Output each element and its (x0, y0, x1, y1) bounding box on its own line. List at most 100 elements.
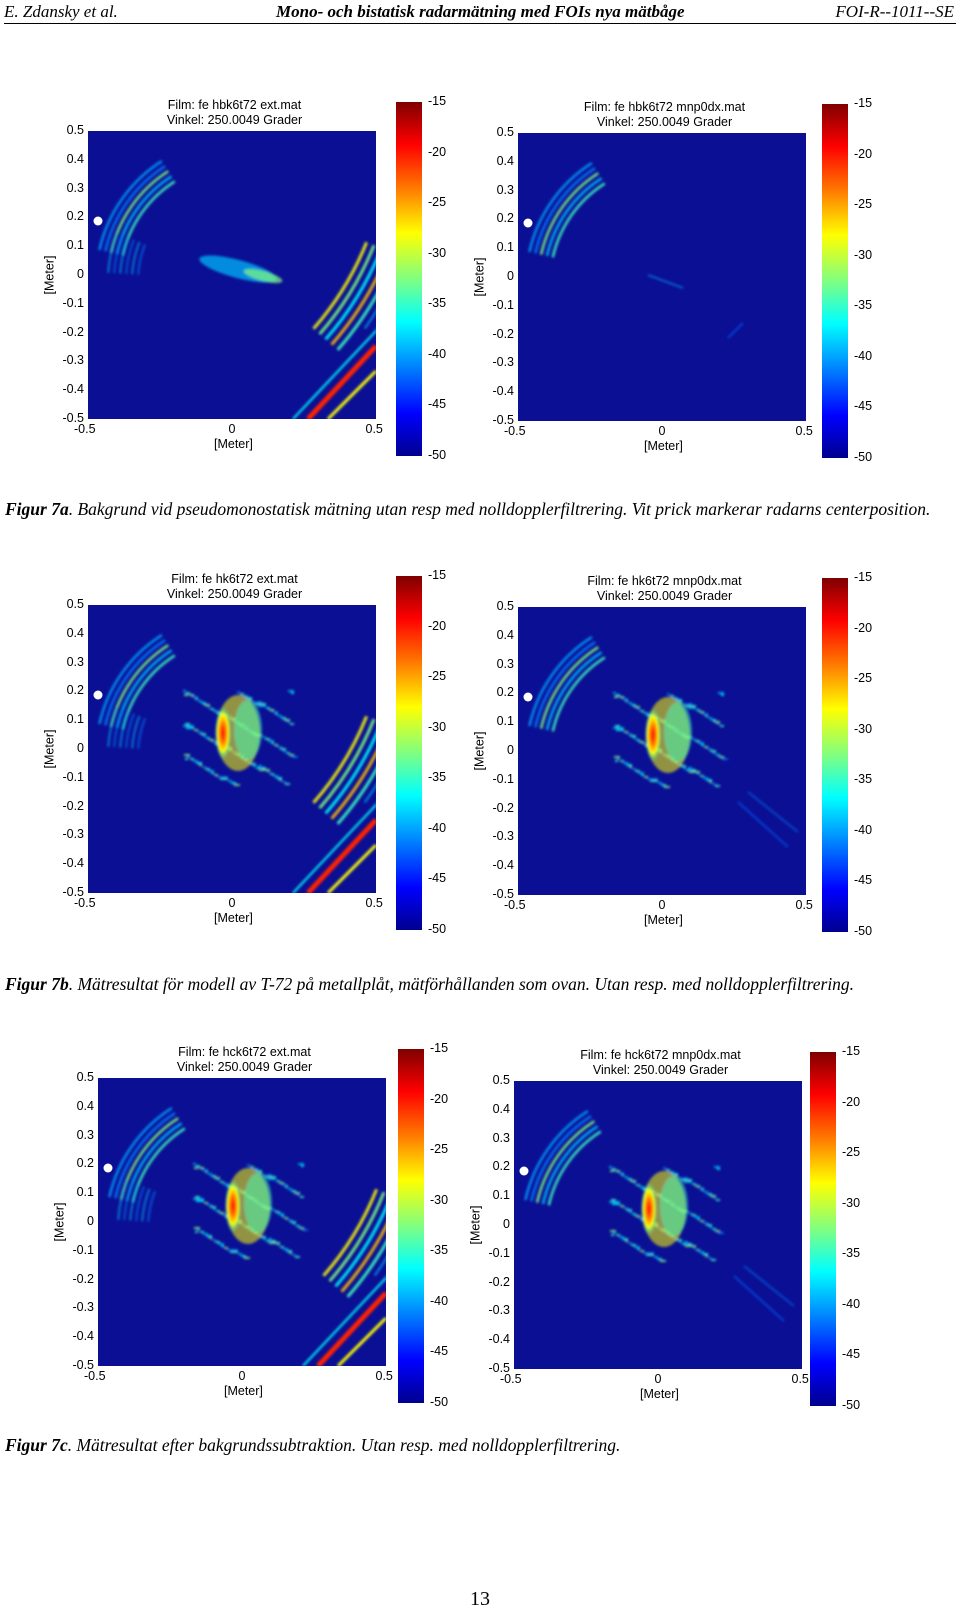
y-tick-label: -0.5 (62, 885, 84, 899)
y-tick-label: 0.1 (76, 1185, 94, 1200)
x-tick-label: 0.5 (795, 898, 813, 912)
caption-7a-text: . Bakgrund vid pseudomonostatisk mätning… (68, 499, 931, 519)
colorbar-tick-label: -30 (428, 245, 447, 260)
radar-image-3 (523, 636, 799, 848)
y-tick-label: 0.4 (66, 625, 84, 640)
y-tick-label: -0.1 (72, 1242, 94, 1257)
figure-file-name: Film: fe hk6t72 ext.mat (171, 572, 298, 586)
plot-area (514, 1081, 802, 1369)
y-tick-label: 0.2 (66, 209, 84, 224)
colorbar-tick-label: -45 (428, 397, 447, 412)
y-tick-label: 0.4 (66, 151, 84, 166)
radar-center-marker (93, 690, 103, 700)
y-tick-label: 0.1 (496, 714, 514, 729)
y-axis-label: [Meter] (472, 257, 487, 297)
colorbar-tick-label: -30 (842, 1195, 861, 1210)
figure-file-name: Film: fe hbk6t72 ext.mat (167, 98, 302, 112)
y-tick-label: 0.3 (496, 182, 514, 197)
figure-angle: Vinkel: 250.0049 Grader (176, 1060, 313, 1074)
x-axis-label: [Meter] (214, 437, 253, 451)
colorbar-tick-label: -45 (428, 871, 447, 886)
x-tick-label: 0.5 (795, 424, 813, 438)
y-axis-label: [Meter] (42, 255, 57, 295)
colorbar-tick-label: -45 (842, 1347, 861, 1362)
header-title: Mono- och bistatisk radarmätning med FOI… (276, 2, 685, 21)
caption-7c: Figur 7c. Mätresultat efter bakgrundssub… (5, 1433, 945, 1457)
colorbar-3: -15 -20 -25 -30 -35 -40 -45 -50 (396, 568, 482, 942)
y-tick-label: -0.1 (62, 295, 84, 310)
y-tick-label: -0.3 (72, 1300, 94, 1315)
figure-title: Film: fe hbk6t72 mnp0dx.mat Vinkel: 250.0… (482, 100, 837, 130)
y-tick-label: 0.1 (66, 238, 84, 253)
caption-7b-label: Figur 7b (5, 974, 69, 994)
radar-center-marker (523, 692, 533, 702)
x-tick-label: 0 (238, 1369, 246, 1383)
y-tick-label: 0.5 (492, 1073, 510, 1087)
page-number: 13 (470, 1588, 490, 1610)
y-tick-label: 0.2 (496, 685, 514, 700)
caption-7a: Figur 7a. Bakgrund vid pseudomonostatisk… (5, 497, 945, 521)
radar-image-5 (519, 1110, 795, 1322)
colorbar-tick-label: -25 (842, 1145, 861, 1160)
y-tick-label: -0.3 (488, 1303, 510, 1318)
y-axis-label: [Meter] (468, 1205, 483, 1245)
x-tick-label: 0 (658, 898, 666, 912)
y-tick-label: 0.4 (496, 153, 514, 168)
colorbar-tick-label: -25 (428, 669, 447, 684)
radar-figure-1: Film: fe hbk6t72 ext.mat Vinkel: 250.0049… (42, 98, 397, 468)
y-tick-label: -0.2 (62, 324, 84, 339)
colorbar-tick-label: -40 (854, 348, 873, 363)
x-axis-label: [Meter] (644, 913, 683, 927)
x-tick-label: 0.5 (365, 896, 383, 910)
y-tick-label: 0.4 (496, 627, 514, 642)
y-tick-label: -0.3 (62, 827, 84, 842)
x-axis-label: [Meter] (214, 911, 253, 925)
y-tick-label: -0.3 (492, 355, 514, 370)
y-tick-label: -0.2 (62, 798, 84, 813)
figure-title: Film: fe hck6t72 mnp0dx.mat Vinkel: 250.0… (478, 1048, 833, 1078)
colorbar-tick-label: -35 (854, 772, 873, 787)
colorbar-tick-label: -50 (854, 924, 873, 938)
colorbar-tick-label: -15 (842, 1044, 861, 1058)
y-tick-label: -0.4 (62, 856, 84, 871)
colorbar-tick-label: -25 (854, 197, 873, 212)
caption-7b-text: . Mätresultat för modell av T-72 på meta… (68, 974, 855, 994)
colorbar-tick-label: -40 (428, 346, 447, 361)
plot-area (518, 133, 806, 421)
radar-figure-6: Film: fe hck6t72 mnp0dx.mat Vinkel: 250.0… (468, 1048, 823, 1418)
colorbar-gradient (396, 576, 422, 930)
y-tick-label: -0.5 (488, 1361, 510, 1375)
colorbar-tick-label: -35 (854, 298, 873, 313)
y-tick-label: 0.3 (66, 180, 84, 195)
y-tick-label: -0.2 (492, 326, 514, 341)
x-tick-label: 0 (228, 422, 236, 436)
x-axis-label: [Meter] (224, 1384, 263, 1398)
plot-area (88, 131, 376, 419)
colorbar-tick-label: -35 (428, 770, 447, 785)
colorbar-tick-label: -15 (428, 568, 447, 582)
colorbar-tick-label: -25 (854, 671, 873, 686)
y-axis-label: [Meter] (472, 731, 487, 771)
y-tick-label: 0.5 (66, 123, 84, 137)
colorbar-tick-label: -50 (428, 922, 447, 936)
figure-angle: Vinkel: 250.0049 Grader (166, 587, 303, 601)
x-tick-label: -0.5 (74, 422, 96, 436)
y-tick-label: 0 (77, 267, 84, 281)
colorbar-tick-label: -20 (430, 1091, 449, 1106)
colorbar-tick-label: -35 (430, 1243, 449, 1258)
colorbar-gradient (398, 1049, 424, 1403)
caption-7b: Figur 7b. Mätresultat för modell av T-72… (5, 972, 945, 996)
colorbar-tick-label: -25 (430, 1142, 449, 1157)
y-tick-label: -0.1 (488, 1245, 510, 1260)
x-tick-label: 0 (654, 1372, 662, 1386)
x-tick-label: -0.5 (504, 424, 526, 438)
y-tick-label: 0 (87, 1214, 94, 1228)
caption-7a-label: Figur 7a (5, 499, 69, 519)
figure-file-name: Film: fe hbk6t72 mnp0dx.mat (583, 100, 746, 114)
y-tick-label: -0.5 (492, 887, 514, 901)
colorbar-tick-label: -15 (430, 1041, 449, 1055)
colorbar-tick-label: -30 (428, 719, 447, 734)
figure-angle: Vinkel: 250.0049 Grader (596, 589, 733, 603)
y-tick-label: 0.1 (66, 712, 84, 727)
colorbar-tick-label: -15 (854, 96, 873, 110)
